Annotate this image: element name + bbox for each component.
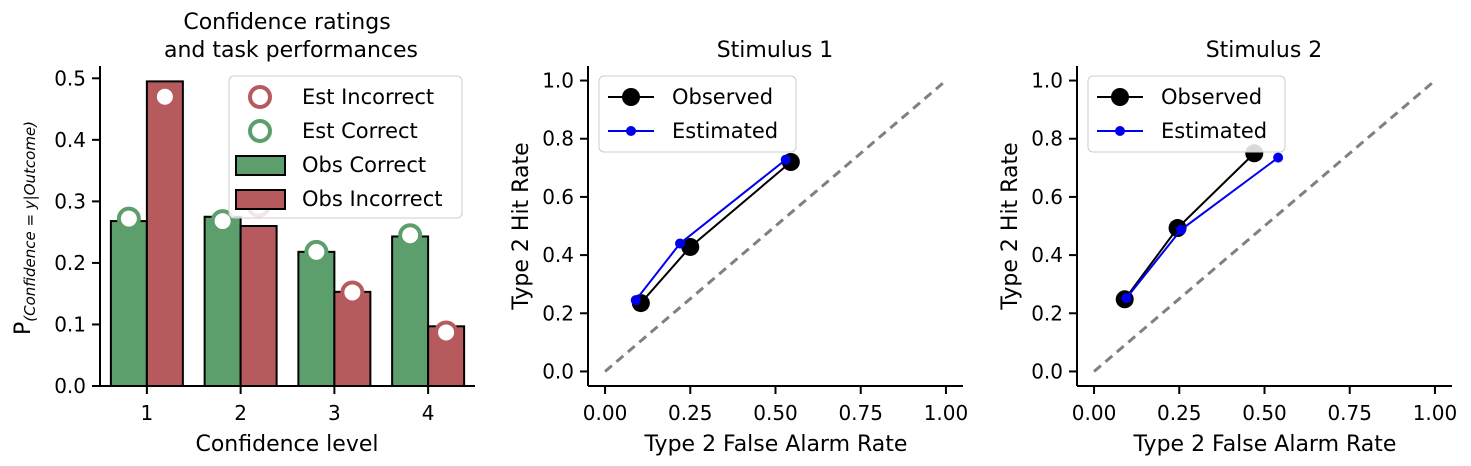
bar-title-line1: Confidence ratings <box>183 10 390 35</box>
stim1-title: Stimulus 1 <box>717 38 834 63</box>
stim2-point-estimated <box>1175 224 1186 235</box>
bar-ylabel-sub: (Confidence = y|Outcome) <box>21 121 39 322</box>
stim2-ytick-label: 0.0 <box>1031 359 1063 383</box>
marker-est-incorrect <box>340 280 365 305</box>
bar-obs-correct <box>391 235 430 387</box>
legend-swatch-est-incorrect <box>248 85 272 109</box>
marker-est-correct <box>210 209 235 234</box>
stim2-legend-frame <box>1087 75 1286 153</box>
stim1-xtick-label: 0.25 <box>668 401 713 425</box>
legend-label-obs-correct: Obs Correct <box>302 153 426 177</box>
legend-swatch-obs-incorrect <box>235 189 286 210</box>
stim1-legend-marker-estimated <box>626 126 636 136</box>
marker-est-correct <box>116 206 141 231</box>
stim1-point-estimated <box>630 295 641 306</box>
legend-label-obs-incorrect: Obs Incorrect <box>302 187 443 211</box>
marker-est-correct <box>398 223 423 248</box>
bar-xtick-label: 2 <box>234 401 247 425</box>
marker-est-incorrect <box>152 84 177 109</box>
bar-ytick-label: 0.2 <box>54 251 86 275</box>
stim1-ytick-label: 1.0 <box>542 69 574 93</box>
bar-obs-correct <box>297 250 336 387</box>
stim1-ytick-label: 0.2 <box>542 301 574 325</box>
stim2-point-estimated <box>1121 293 1132 304</box>
legend-label-est-incorrect: Est Incorrect <box>302 85 434 109</box>
marker-est-incorrect <box>434 320 459 345</box>
bar-title-line2: and task performances <box>164 38 418 63</box>
stim1-xtick-label: 0.00 <box>583 401 628 425</box>
stim1-legend-frame <box>598 75 797 153</box>
stim1-ytick-label: 0.4 <box>542 243 574 267</box>
bar-xtick-label: 1 <box>141 401 154 425</box>
bar-ytick-label: 0.0 <box>54 374 86 398</box>
svg-text:P(Confidence = y|Outcome): P(Confidence = y|Outcome) <box>11 121 39 335</box>
stim1-legend-marker-observed <box>622 88 640 106</box>
bar-ylabel-main: P <box>11 322 36 335</box>
marker-est-correct <box>304 239 329 264</box>
stim2-legend: Observed Estimated <box>1087 75 1286 153</box>
stim2-ylabel: Type 2 Hit Rate <box>998 142 1023 310</box>
stim1-xtick-label: 1.00 <box>924 401 969 425</box>
stim1-legend-label-estimated: Estimated <box>672 119 778 143</box>
stim2-title: Stimulus 2 <box>1206 38 1323 63</box>
stim1-ytick-label: 0.8 <box>542 127 574 151</box>
bar-ytick-label: 0.3 <box>54 189 86 213</box>
stim1-point-estimated <box>675 238 686 249</box>
bar-ytick-label: 0.1 <box>54 312 86 336</box>
stim2-xtick-label: 0.50 <box>1242 401 1287 425</box>
bar-obs-incorrect <box>145 80 184 387</box>
stim2-ytick-label: 1.0 <box>1031 69 1063 93</box>
bar-xtick-label: 4 <box>422 401 435 425</box>
stim2-line-estimated <box>1125 156 1279 299</box>
legend-label-est-correct: Est Correct <box>302 119 418 143</box>
stim2-xtick-label: 0.25 <box>1157 401 1202 425</box>
stim1-legend-label-observed: Observed <box>672 85 773 109</box>
stim2-xtick-label: 0.00 <box>1072 401 1117 425</box>
legend-swatch-obs-correct <box>235 155 286 176</box>
stim2-xtick-label: 0.75 <box>1327 401 1372 425</box>
stim2-point-estimated <box>1273 152 1284 163</box>
bar-ytick-label: 0.5 <box>54 66 86 90</box>
stim1-xlabel: Type 2 False Alarm Rate <box>644 432 908 457</box>
stim2-legend-marker-observed <box>1111 88 1129 106</box>
bar-obs-incorrect <box>333 290 372 388</box>
stim1-legend: Observed Estimated <box>598 75 797 153</box>
bar-xlabel: Confidence level <box>195 432 378 457</box>
stim2-ytick-label: 0.4 <box>1031 243 1063 267</box>
stim2-xtick-label: 1.00 <box>1413 401 1458 425</box>
stim1-xtick-label: 0.50 <box>753 401 798 425</box>
stim2-ytick-label: 0.2 <box>1031 301 1063 325</box>
bar-legend: Est Incorrect Est Correct Obs Correct Obs I… <box>228 75 463 219</box>
stim2-legend-label-observed: Observed <box>1161 85 1262 109</box>
stim1-point-estimated <box>780 154 791 165</box>
bar-obs-incorrect <box>239 225 278 387</box>
stim2-xlabel: Type 2 False Alarm Rate <box>1133 432 1397 457</box>
bar-obs-correct <box>203 215 242 387</box>
bar-legend-frame <box>228 75 463 219</box>
chart-marks: 0.0 0.1 0.2 0.3 0.4 0.5 1 2 3 4 Est Incorrect Est C… <box>54 66 1457 425</box>
stim1-point-observed <box>681 237 700 256</box>
bar-ylabel: P(Confidence = y|Outcome) <box>11 121 39 335</box>
stim1-ylabel: Type 2 Hit Rate <box>509 142 534 310</box>
bar-obs-correct <box>109 220 148 387</box>
legend-swatch-est-correct <box>248 119 272 143</box>
stim2-legend-marker-estimated <box>1115 126 1125 136</box>
stim2-ytick-label: 0.8 <box>1031 127 1063 151</box>
stim2-legend-label-estimated: Estimated <box>1161 119 1267 143</box>
bar-xtick-label: 3 <box>328 401 341 425</box>
stim1-ytick-label: 0.0 <box>542 359 574 383</box>
stim1-ytick-label: 0.6 <box>542 185 574 209</box>
stim1-xtick-label: 0.75 <box>838 401 883 425</box>
stim2-ytick-label: 0.6 <box>1031 185 1063 209</box>
bar-ytick-label: 0.4 <box>54 128 86 152</box>
